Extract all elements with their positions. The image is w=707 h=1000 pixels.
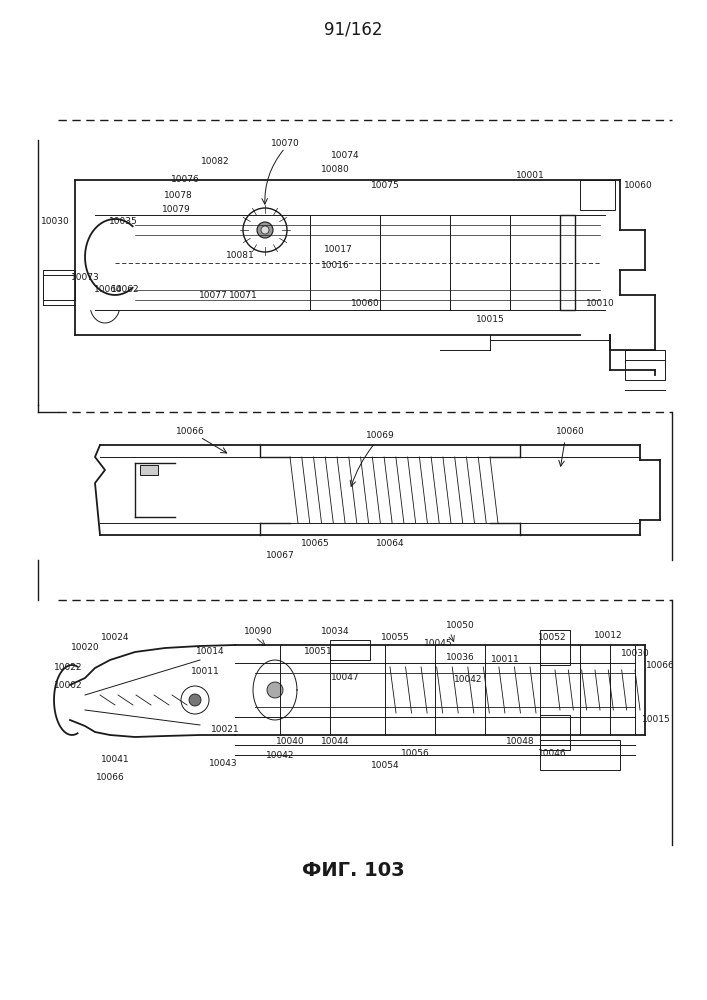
Bar bbox=[560, 215, 575, 310]
Text: 10079: 10079 bbox=[162, 206, 190, 215]
Text: 10080: 10080 bbox=[321, 165, 349, 174]
Text: 10024: 10024 bbox=[101, 634, 129, 643]
Text: 10040: 10040 bbox=[276, 738, 304, 746]
Text: 10060: 10060 bbox=[556, 428, 585, 436]
Text: 10052: 10052 bbox=[538, 634, 566, 643]
Text: 10048: 10048 bbox=[506, 738, 534, 746]
Text: 10064: 10064 bbox=[94, 286, 122, 294]
Text: 10071: 10071 bbox=[228, 290, 257, 300]
Text: 10077: 10077 bbox=[199, 290, 228, 300]
Text: 10073: 10073 bbox=[71, 273, 100, 282]
Circle shape bbox=[261, 226, 269, 234]
Text: 10056: 10056 bbox=[401, 750, 429, 758]
Text: 10035: 10035 bbox=[109, 217, 137, 226]
Text: 10015: 10015 bbox=[642, 716, 670, 724]
Text: 10050: 10050 bbox=[445, 621, 474, 631]
Text: 10074: 10074 bbox=[331, 150, 359, 159]
Text: 10034: 10034 bbox=[321, 628, 349, 637]
Text: 10060: 10060 bbox=[351, 298, 380, 308]
Text: 10076: 10076 bbox=[170, 176, 199, 184]
Text: 10047: 10047 bbox=[331, 674, 359, 682]
Text: 10067: 10067 bbox=[266, 550, 294, 560]
Text: 10075: 10075 bbox=[370, 180, 399, 190]
Text: 10055: 10055 bbox=[380, 634, 409, 643]
Text: 10030: 10030 bbox=[40, 217, 69, 226]
Text: 10012: 10012 bbox=[594, 632, 622, 641]
Text: 10066: 10066 bbox=[95, 774, 124, 782]
Text: 10082: 10082 bbox=[201, 157, 229, 166]
Text: 10042: 10042 bbox=[454, 676, 482, 684]
Text: 10081: 10081 bbox=[226, 250, 255, 259]
Text: 10021: 10021 bbox=[211, 726, 239, 734]
Bar bbox=[540, 740, 620, 770]
Bar bbox=[43, 270, 75, 300]
Text: 10090: 10090 bbox=[244, 628, 272, 637]
Text: 10014: 10014 bbox=[196, 647, 224, 656]
Text: 10010: 10010 bbox=[585, 298, 614, 308]
Circle shape bbox=[189, 694, 201, 706]
Text: 10011: 10011 bbox=[191, 668, 219, 676]
Text: 10066: 10066 bbox=[645, 660, 674, 670]
Text: 10011: 10011 bbox=[491, 656, 520, 664]
Text: 10001: 10001 bbox=[515, 170, 544, 180]
Text: 10069: 10069 bbox=[366, 432, 395, 440]
Text: 10046: 10046 bbox=[538, 750, 566, 758]
Text: 10016: 10016 bbox=[321, 260, 349, 269]
Bar bbox=[330, 640, 370, 660]
Circle shape bbox=[267, 682, 283, 698]
Text: 10022: 10022 bbox=[54, 664, 82, 672]
Text: 10045: 10045 bbox=[423, 639, 452, 648]
Text: 10043: 10043 bbox=[209, 760, 238, 768]
Text: 10054: 10054 bbox=[370, 760, 399, 770]
Text: 10015: 10015 bbox=[476, 316, 504, 324]
Text: 10065: 10065 bbox=[300, 538, 329, 548]
Text: 10036: 10036 bbox=[445, 654, 474, 662]
Bar bbox=[540, 630, 570, 665]
Bar bbox=[540, 715, 570, 750]
Bar bbox=[140, 465, 158, 475]
Text: 10030: 10030 bbox=[621, 650, 649, 658]
Text: 10017: 10017 bbox=[324, 245, 352, 254]
Text: 10042: 10042 bbox=[266, 752, 294, 760]
Text: 10066: 10066 bbox=[175, 428, 204, 436]
Text: 91/162: 91/162 bbox=[324, 21, 382, 39]
Text: 10064: 10064 bbox=[375, 538, 404, 548]
Text: 10060: 10060 bbox=[624, 180, 653, 190]
Text: 10070: 10070 bbox=[271, 138, 299, 147]
Text: ФИГ. 103: ФИГ. 103 bbox=[302, 860, 404, 880]
Text: 10044: 10044 bbox=[321, 738, 349, 746]
Bar bbox=[625, 350, 665, 380]
Text: 10051: 10051 bbox=[303, 648, 332, 656]
Text: 10020: 10020 bbox=[71, 644, 99, 652]
Text: 10002: 10002 bbox=[54, 680, 82, 690]
Text: 10062: 10062 bbox=[111, 286, 139, 294]
Bar bbox=[580, 180, 615, 210]
Text: 10078: 10078 bbox=[163, 190, 192, 200]
Circle shape bbox=[257, 222, 273, 238]
Text: 10041: 10041 bbox=[100, 756, 129, 764]
